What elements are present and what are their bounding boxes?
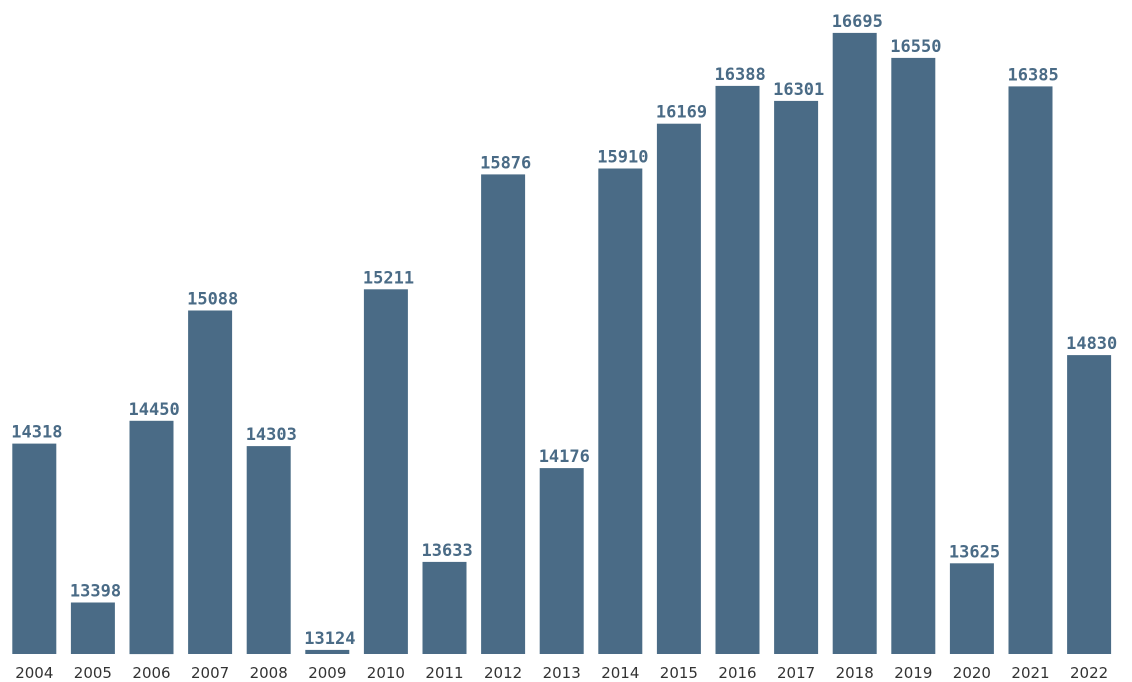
value-label-2007: 15088 [187,290,238,310]
value-label-2012: 15876 [480,153,531,173]
bar-2006 [129,420,174,655]
x-tick-label-2012: 2012 [484,664,522,682]
x-tick-label-2015: 2015 [660,664,698,682]
value-label-2004: 14318 [11,423,62,443]
x-tick-label-2010: 2010 [367,664,405,682]
value-label-2017: 16301 [773,80,824,100]
x-tick-label-2016: 2016 [718,664,756,682]
x-tick-label-2007: 2007 [191,664,229,682]
bar-2005 [70,602,115,654]
x-tick-label-2011: 2011 [425,664,463,682]
value-label-2013: 14176 [539,447,590,467]
bar-2010 [363,289,408,654]
x-tick-label-2017: 2017 [777,664,815,682]
value-label-2006: 14450 [129,400,180,420]
x-tick-label-2013: 2013 [543,664,581,682]
bar-2012 [481,174,526,654]
bar-2016 [715,85,760,654]
value-label-2011: 13633 [422,541,473,561]
x-tick-label-2006: 2006 [132,664,170,682]
bar-2018 [832,32,877,654]
bar-2009 [305,649,350,654]
x-tick-label-2009: 2009 [308,664,346,682]
x-tick-label-2022: 2022 [1070,664,1108,682]
value-label-2005: 13398 [70,582,121,602]
value-label-2008: 14303 [246,425,297,445]
bar-2021 [1008,86,1053,654]
x-tick-label-2019: 2019 [894,664,932,682]
bar-2020 [949,563,994,654]
value-label-2021: 16385 [1008,65,1059,85]
bar-2015 [656,123,701,654]
x-tick-label-2008: 2008 [250,664,288,682]
x-tick-label-2020: 2020 [953,664,991,682]
bar-2022 [1067,355,1112,654]
bars-group [12,32,1112,655]
bar-2014 [598,168,643,654]
value-label-2014: 15910 [597,148,648,168]
value-label-2016: 16388 [715,65,766,85]
value-label-2019: 16550 [890,37,941,57]
bar-2007 [188,310,233,654]
value-label-2020: 13625 [949,542,1000,562]
x-tick-label-2004: 2004 [15,664,53,682]
x-tick-label-2021: 2021 [1011,664,1049,682]
x-axis-tick-labels: 2004 2005 2006 2007 2008 2009 2010 2011 2012 2013… [15,664,1108,682]
x-tick-label-2005: 2005 [74,664,112,682]
bar-2008 [246,446,291,654]
value-labels-group: 14318 13398 14450 15088 14303 13124 15211 13633… [11,12,1117,649]
x-tick-label-2014: 2014 [601,664,639,682]
bar-2013 [539,468,584,654]
value-label-2018: 16695 [832,12,883,32]
value-label-2009: 13124 [304,629,355,649]
x-tick-label-2018: 2018 [836,664,874,682]
value-label-2010: 15211 [363,268,414,288]
bar-2017 [774,100,819,654]
value-label-2022: 14830 [1066,334,1117,354]
value-label-2015: 16169 [656,103,707,123]
bar-2011 [422,561,467,654]
bar-2004 [12,443,57,654]
bar-2019 [891,57,936,654]
